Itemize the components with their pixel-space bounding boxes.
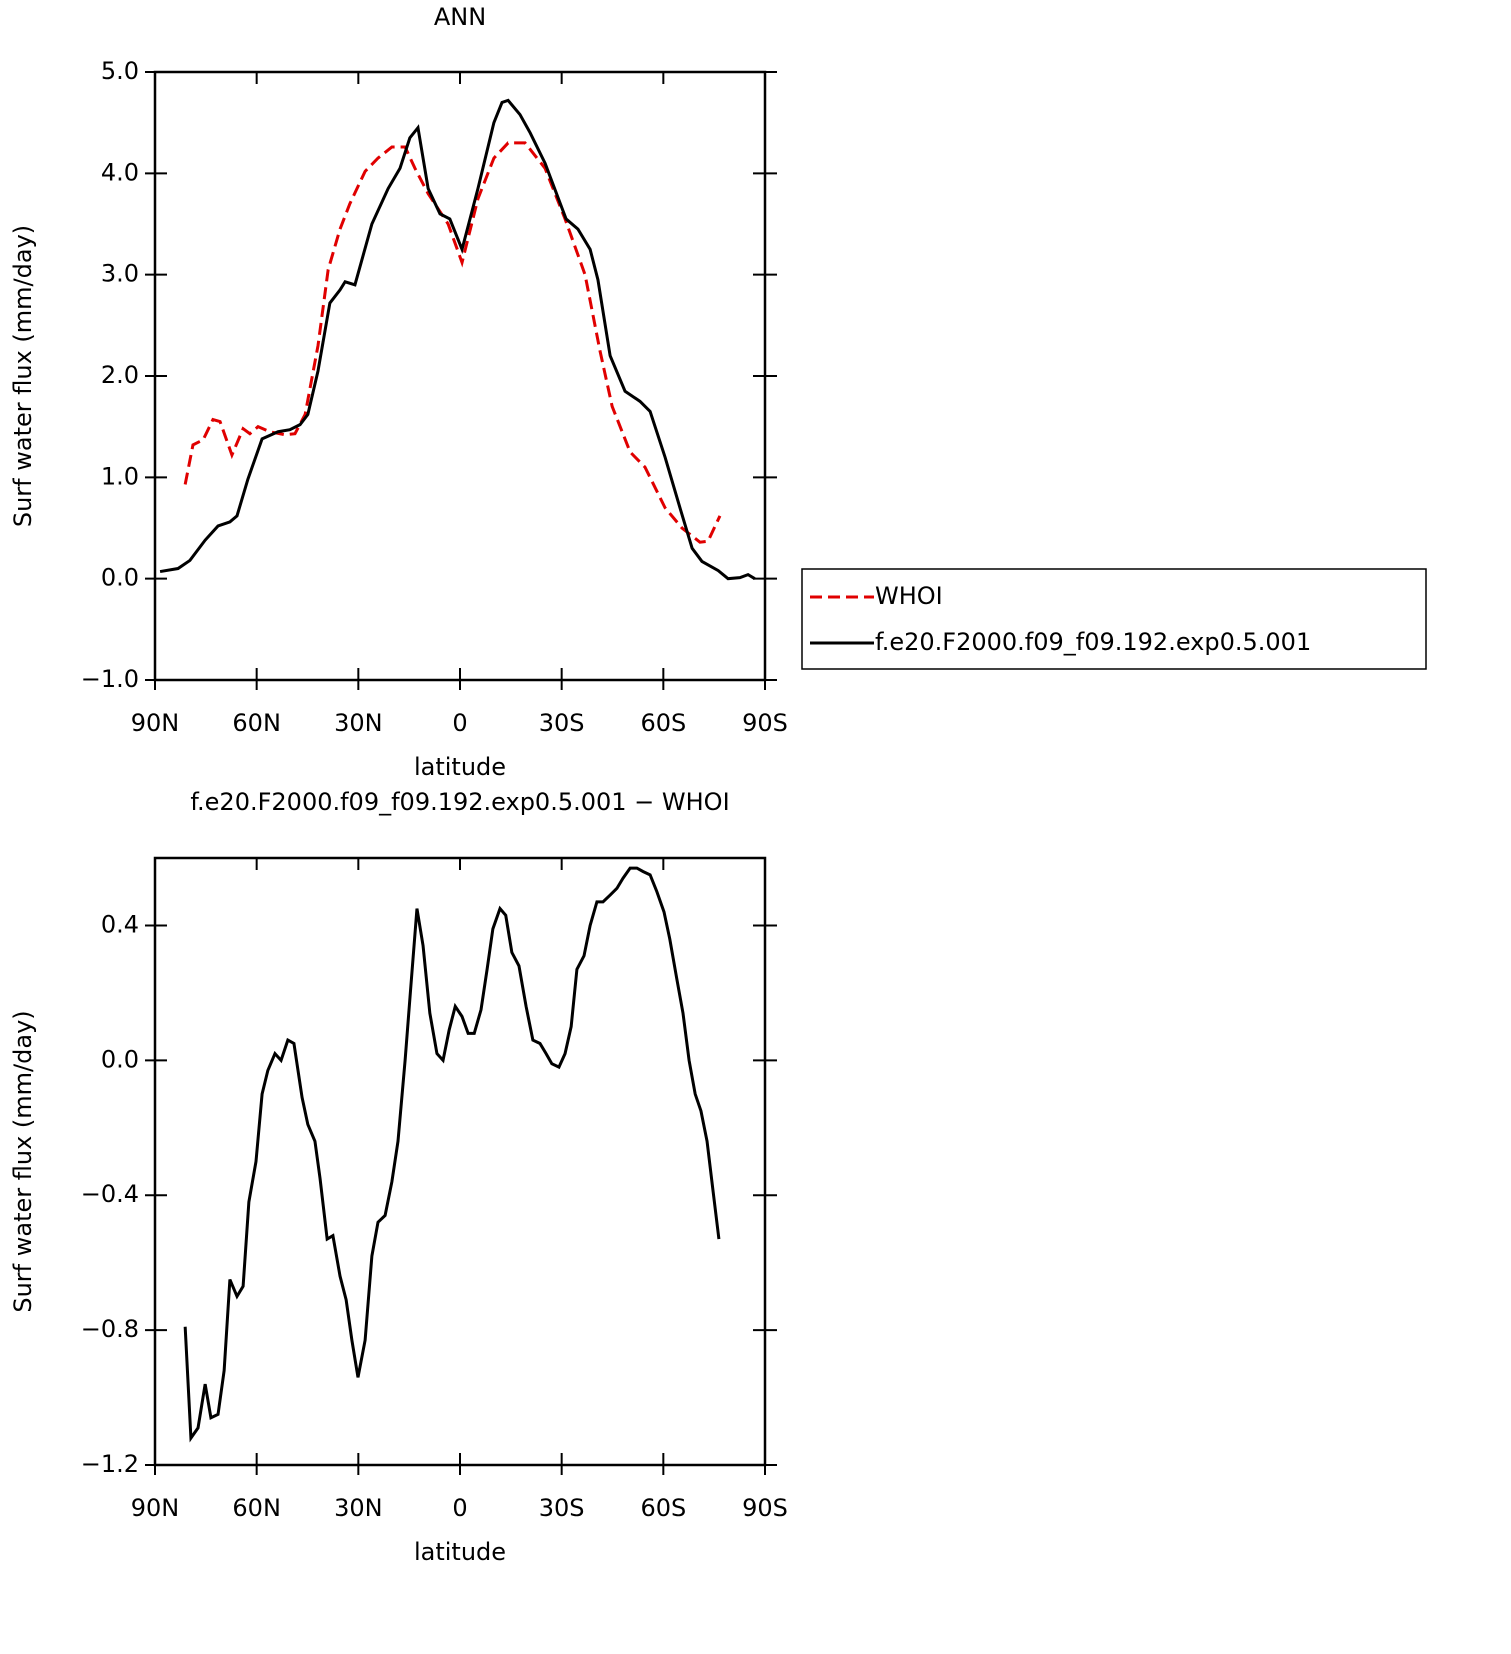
data-line	[183, 141, 722, 544]
y-tick-label: 0.4	[101, 910, 139, 938]
legend-label: WHOI	[875, 582, 943, 610]
plot-frame	[153, 856, 767, 1467]
data-line	[183, 866, 721, 1443]
x-tick-label: 60S	[640, 709, 686, 737]
y-tick-label: −0.8	[81, 1315, 139, 1343]
y-axis-label: Surf water flux (mm/day)	[9, 225, 37, 527]
y-tick-label: 5.0	[101, 57, 139, 85]
y-tick-label: −1.2	[81, 1450, 139, 1478]
x-tick-label: 30S	[539, 709, 585, 737]
y-axis-label: Surf water flux (mm/day)	[9, 1010, 37, 1312]
y-tick-label: 1.0	[101, 462, 139, 490]
y-tick-label: 0.0	[101, 564, 139, 592]
y-tick-label: 3.0	[101, 260, 139, 288]
plot-frame	[153, 70, 767, 682]
chart-title: ANN	[434, 3, 486, 31]
legend-box	[801, 568, 1427, 670]
x-tick-label: 30N	[334, 709, 383, 737]
y-tick-label: −1.0	[81, 665, 139, 693]
y-tick-label: 2.0	[101, 361, 139, 389]
x-tick-label: 60N	[232, 709, 281, 737]
data-line	[159, 98, 756, 581]
x-tick-label: 0	[452, 1494, 467, 1522]
x-tick-label: 90S	[742, 709, 788, 737]
chart-title: f.e20.F2000.f09_f09.192.exp0.5.001 − WHO…	[190, 788, 729, 816]
y-tick-label: 4.0	[101, 158, 139, 186]
x-tick-label: 90N	[131, 709, 180, 737]
x-tick-label: 90S	[742, 1494, 788, 1522]
x-tick-label: 0	[452, 709, 467, 737]
legend-label: f.e20.F2000.f09_f09.192.exp0.5.001	[875, 628, 1311, 656]
x-tick-label: 30N	[334, 1494, 383, 1522]
x-tick-label: 90N	[131, 1494, 180, 1522]
y-tick-label: −0.4	[81, 1180, 139, 1208]
x-tick-label: 60N	[232, 1494, 281, 1522]
y-tick-label: 0.0	[101, 1045, 139, 1073]
x-tick-label: 30S	[539, 1494, 585, 1522]
x-axis-label: latitude	[414, 1538, 506, 1566]
x-tick-label: 60S	[640, 1494, 686, 1522]
x-axis-label: latitude	[414, 753, 506, 781]
